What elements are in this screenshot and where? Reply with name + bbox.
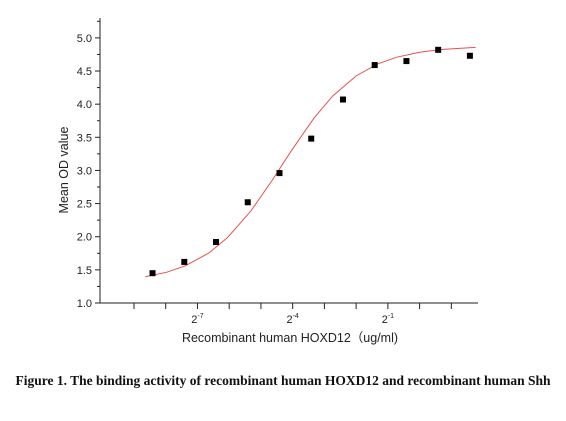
x-tick-label: 2-4 — [286, 313, 298, 326]
y-tick-label: 3.0 — [77, 165, 92, 177]
data-point — [435, 46, 442, 53]
x-tick-exponent: -7 — [197, 313, 203, 320]
y-tick-label: 4.0 — [77, 99, 92, 111]
chart: Recombinant human HOXD12（ug/ml) Mean OD … — [57, 18, 478, 345]
data-point — [466, 52, 473, 59]
x-tick-exponent: -1 — [388, 313, 394, 320]
y-tick-label: 1.0 — [77, 298, 92, 310]
x-tick-base: 2 — [382, 314, 388, 326]
data-point — [339, 96, 346, 103]
data-point — [181, 258, 188, 265]
x-tick-base: 2 — [286, 314, 292, 326]
y-tick-label: 4.5 — [77, 66, 92, 78]
data-point — [213, 239, 220, 246]
data-point — [403, 58, 410, 65]
x-tick-exponent: -4 — [293, 313, 299, 320]
x-tick-label: 2-1 — [382, 313, 394, 326]
fit-curve — [145, 46, 476, 278]
y-tick-label: 3.5 — [77, 132, 92, 144]
y-tick-label: 5.0 — [77, 33, 92, 45]
x-tick-base: 2 — [191, 314, 197, 326]
x-axis-label: Recombinant human HOXD12（ug/ml) — [182, 331, 398, 345]
y-tick-label: 2.0 — [77, 232, 92, 244]
data-point — [371, 62, 378, 69]
data-point — [244, 199, 251, 206]
y-axis-label: Mean OD value — [57, 127, 71, 214]
caption: Figure 1. The binding activity of recomb… — [15, 373, 551, 388]
data-point — [308, 135, 315, 142]
data-point — [276, 170, 283, 177]
x-tick-label: 2-7 — [191, 313, 203, 326]
y-tick-label: 1.5 — [77, 265, 92, 277]
data-point — [149, 270, 156, 277]
y-tick-label: 2.5 — [77, 199, 92, 211]
